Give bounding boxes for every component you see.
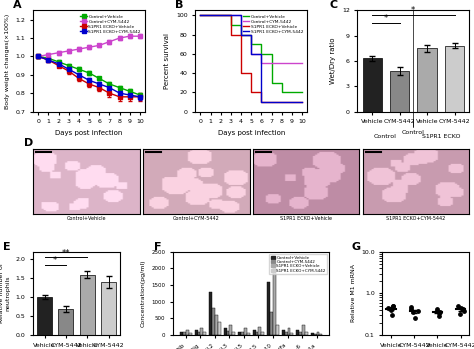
Text: S1PR1 ECKO: S1PR1 ECKO <box>422 134 461 139</box>
Bar <box>183 332 186 335</box>
Point <box>457 305 465 311</box>
Text: Control: Control <box>402 130 425 135</box>
Bar <box>282 330 284 335</box>
Bar <box>267 282 270 335</box>
Point <box>390 303 397 309</box>
Bar <box>445 46 464 112</box>
Bar <box>212 309 215 335</box>
Text: E: E <box>3 242 10 252</box>
Bar <box>227 331 229 335</box>
Text: *: * <box>53 256 57 265</box>
Bar <box>37 297 52 335</box>
Point <box>409 310 417 315</box>
Bar <box>247 333 250 335</box>
Bar <box>180 332 183 335</box>
Bar <box>201 328 203 335</box>
X-axis label: Days post infection: Days post infection <box>55 130 123 136</box>
Bar <box>101 282 116 335</box>
Text: S1PR1 ECKO+Vehicle: S1PR1 ECKO+Vehicle <box>280 216 332 221</box>
Bar <box>218 322 221 335</box>
Point <box>456 311 464 317</box>
Bar <box>255 332 258 335</box>
Bar <box>418 49 437 112</box>
Bar <box>215 315 218 335</box>
Bar <box>80 275 95 335</box>
Point <box>454 303 462 309</box>
Text: G: G <box>352 242 361 252</box>
Bar <box>319 334 322 335</box>
Bar <box>189 333 191 335</box>
Point <box>388 312 396 318</box>
Bar <box>209 292 212 335</box>
Text: A: A <box>13 0 22 10</box>
Y-axis label: Relative M1 mRNA: Relative M1 mRNA <box>350 265 356 322</box>
Y-axis label: Percent survival: Percent survival <box>164 33 171 89</box>
Bar <box>291 333 293 335</box>
Point <box>387 307 395 313</box>
Y-axis label: Body weight changes(×100%): Body weight changes(×100%) <box>5 13 10 109</box>
Bar <box>224 328 227 335</box>
Bar <box>288 328 291 335</box>
Text: Control+CYM-5442: Control+CYM-5442 <box>173 216 219 221</box>
Point <box>435 311 443 316</box>
Bar <box>311 333 314 335</box>
Point <box>436 314 443 319</box>
Text: *: * <box>384 14 388 23</box>
Bar <box>314 334 317 335</box>
Legend: Control+Vehicle, Control+CYM-5442, S1PR1 ECKO+Vehicle, S1PR1 ECKO+CYM-5442: Control+Vehicle, Control+CYM-5442, S1PR1… <box>79 13 143 35</box>
Legend: Control+Vehicle, Control+CYM-5442, S1PR1 ECKO+Vehicle, S1PR1 ECKO+CYM-5442: Control+Vehicle, Control+CYM-5442, S1PR1… <box>241 13 305 35</box>
Bar <box>58 309 73 335</box>
Point <box>437 310 444 315</box>
Bar <box>253 330 255 335</box>
Bar <box>195 330 198 335</box>
Point <box>414 308 421 314</box>
Bar <box>198 332 201 335</box>
Text: F: F <box>154 242 162 252</box>
Bar <box>203 332 206 335</box>
Point <box>411 316 419 321</box>
Bar <box>273 268 276 335</box>
Y-axis label: Relative number of
neutrophils: Relative number of neutrophils <box>0 263 10 324</box>
Bar <box>390 71 409 112</box>
Bar <box>363 59 382 112</box>
Text: Control+Vehicle: Control+Vehicle <box>67 216 106 221</box>
Point <box>384 305 392 311</box>
X-axis label: Days post infection: Days post infection <box>218 130 285 136</box>
Bar <box>229 325 232 335</box>
Y-axis label: Wet/Dry ratio: Wet/Dry ratio <box>330 38 337 84</box>
Bar <box>232 332 235 335</box>
Text: C: C <box>329 0 337 10</box>
Bar <box>186 330 189 335</box>
Point <box>459 306 466 312</box>
Y-axis label: Concentration(pg/ml): Concentration(pg/ml) <box>141 260 146 327</box>
Legend: Control+Vehicle, Control+CYM-5442, S1PR1 ECKO+Vehicle, S1PR1 ECKO+CYM-5442: Control+Vehicle, Control+CYM-5442, S1PR1… <box>269 254 328 274</box>
Bar <box>305 332 308 335</box>
Bar <box>241 332 244 335</box>
Bar <box>302 325 305 335</box>
Text: **: ** <box>62 248 70 258</box>
Point <box>434 306 441 311</box>
Bar <box>244 328 247 335</box>
Bar <box>276 325 279 335</box>
Point <box>433 308 440 314</box>
Point <box>407 304 415 310</box>
Bar <box>317 332 319 335</box>
Bar <box>296 330 299 335</box>
Bar <box>261 332 264 335</box>
Bar <box>299 332 302 335</box>
Bar <box>258 327 261 335</box>
Bar <box>270 312 273 335</box>
Point <box>407 306 415 312</box>
Text: *: * <box>411 6 416 15</box>
Text: S1PR1 ECKO+CYM-5442: S1PR1 ECKO+CYM-5442 <box>386 216 446 221</box>
Text: Control: Control <box>374 134 397 139</box>
Bar <box>284 332 288 335</box>
Text: B: B <box>175 0 183 10</box>
Point <box>460 308 468 314</box>
Bar <box>238 332 241 335</box>
Text: D: D <box>25 138 34 148</box>
Point <box>389 303 397 309</box>
